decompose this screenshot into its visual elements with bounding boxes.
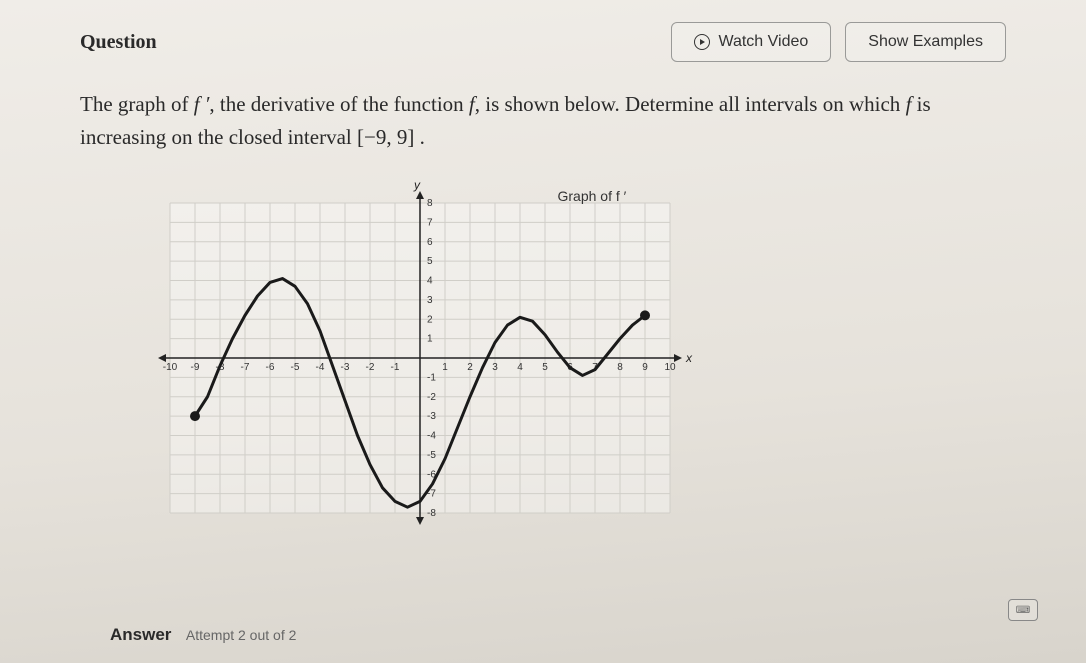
svg-text:5: 5 <box>427 256 433 267</box>
svg-text:-2: -2 <box>366 362 375 373</box>
prompt-text: The graph of <box>80 92 194 116</box>
svg-text:-6: -6 <box>266 362 275 373</box>
svg-text:-3: -3 <box>341 362 350 373</box>
svg-text:x: x <box>685 351 693 365</box>
svg-text:3: 3 <box>427 295 433 306</box>
show-examples-label: Show Examples <box>868 33 983 51</box>
svg-text:8: 8 <box>427 198 433 209</box>
page: Question Watch Video Show Examples The g… <box>0 0 1086 663</box>
math-fprime: f ′ <box>194 92 210 116</box>
svg-text:-4: -4 <box>427 431 436 442</box>
svg-text:9: 9 <box>642 362 648 373</box>
svg-text:-3: -3 <box>427 411 436 422</box>
svg-text:3: 3 <box>492 362 498 373</box>
svg-text:1: 1 <box>442 362 448 373</box>
svg-text:-5: -5 <box>427 450 436 461</box>
header-row: Question Watch Video Show Examples <box>80 22 1006 62</box>
svg-text:8: 8 <box>617 362 623 373</box>
svg-text:2: 2 <box>467 362 473 373</box>
show-examples-button[interactable]: Show Examples <box>845 22 1006 62</box>
svg-text:-1: -1 <box>427 372 436 383</box>
svg-text:10: 10 <box>664 362 676 373</box>
svg-text:-1: -1 <box>391 362 400 373</box>
keyboard-icon[interactable]: ⌨ <box>1008 599 1038 621</box>
play-icon <box>694 34 710 50</box>
question-label: Question <box>80 31 157 54</box>
header-buttons: Watch Video Show Examples <box>671 22 1006 62</box>
attempt-text: Attempt 2 out of 2 <box>186 627 297 643</box>
math-interval: [−9, 9] <box>357 125 414 149</box>
answer-label: Answer <box>110 625 171 644</box>
svg-text:1: 1 <box>427 334 433 345</box>
prompt-text: . <box>414 125 425 149</box>
svg-text:-4: -4 <box>316 362 325 373</box>
svg-text:Graph of f ′: Graph of f ′ <box>558 188 627 204</box>
svg-text:-7: -7 <box>241 362 250 373</box>
svg-text:y: y <box>413 178 421 192</box>
svg-text:6: 6 <box>427 237 433 248</box>
svg-text:-8: -8 <box>427 508 436 519</box>
watch-video-button[interactable]: Watch Video <box>671 22 831 62</box>
svg-text:-10: -10 <box>163 362 178 373</box>
question-prompt: The graph of f ′, the derivative of the … <box>80 88 1006 153</box>
svg-text:2: 2 <box>427 314 433 325</box>
svg-text:7: 7 <box>427 217 433 228</box>
svg-text:4: 4 <box>517 362 523 373</box>
watch-video-label: Watch Video <box>718 33 808 51</box>
svg-text:4: 4 <box>427 276 433 287</box>
svg-text:5: 5 <box>542 362 548 373</box>
svg-text:-9: -9 <box>191 362 200 373</box>
chart-container: -10-9-8-7-6-5-4-3-2-112345678910-8-7-6-5… <box>80 173 1006 543</box>
prompt-text: , is shown below. Determine all interval… <box>475 92 906 116</box>
svg-text:-5: -5 <box>291 362 300 373</box>
prompt-text: , the derivative of the function <box>209 92 469 116</box>
svg-text:-2: -2 <box>427 392 436 403</box>
answer-row: Answer Attempt 2 out of 2 <box>110 625 296 645</box>
graph-svg: -10-9-8-7-6-5-4-3-2-112345678910-8-7-6-5… <box>140 173 700 543</box>
